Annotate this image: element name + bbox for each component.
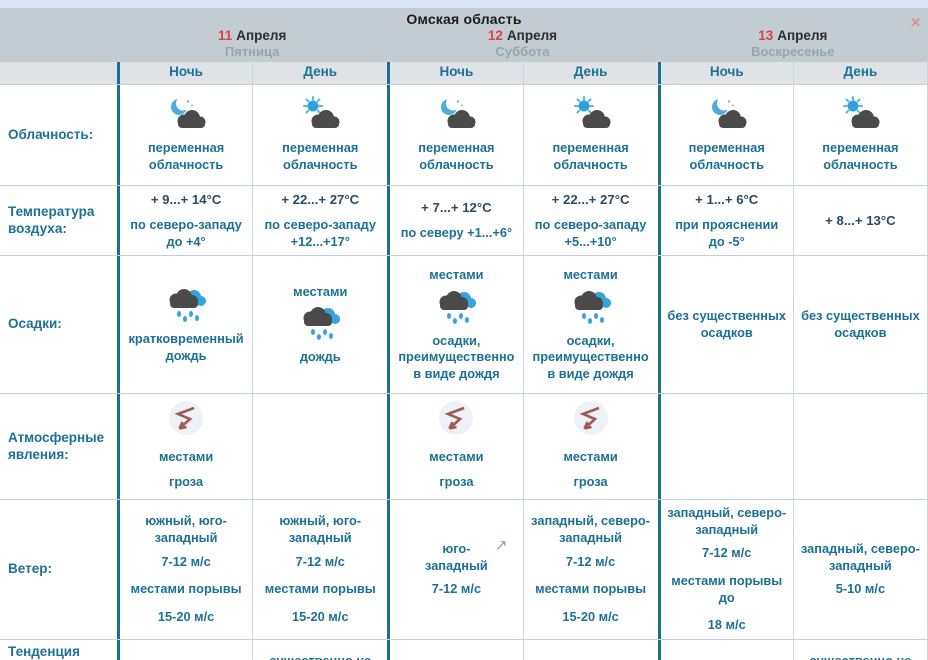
weekday-label: Пятница bbox=[224, 44, 280, 59]
table-row-temperature: Температура воздуха: + 9...+ 14°C по сев… bbox=[0, 185, 928, 256]
date-number: 11 bbox=[217, 28, 233, 43]
page-title: Омская область bbox=[406, 11, 522, 27]
date-group-saturday: 12 Апреля Суббота bbox=[387, 28, 657, 59]
weekday-label: Суббота bbox=[495, 44, 550, 59]
colhead-day-2: День bbox=[522, 62, 658, 84]
date-month: Апреля bbox=[777, 28, 828, 43]
rain-cloud-icon bbox=[433, 287, 479, 327]
precipitation-cell: местами осадки, преимущественно в виде д… bbox=[522, 256, 658, 394]
wind-direction-arrow-icon: ↗ bbox=[494, 537, 508, 555]
row-label-cloudiness: Облачность: bbox=[8, 126, 94, 142]
cloudiness-cell: переменная облачность bbox=[252, 85, 387, 185]
colhead-day-1: День bbox=[252, 62, 387, 84]
table-row-precipitation: Осадки: кратковременный дождь местами до… bbox=[0, 255, 928, 394]
date-number: 12 bbox=[487, 28, 503, 43]
row-label-pressure: Тенденция атмосферного давления: bbox=[8, 643, 80, 659]
phenomena-cell bbox=[657, 394, 793, 500]
wind-cell: южный, юго-западный 7-12 м/с местами пор… bbox=[252, 500, 387, 639]
cloudiness-cell: переменная облачность bbox=[792, 85, 928, 185]
precipitation-cell: без существенных осадков bbox=[792, 256, 928, 394]
window-header: Омская область ✕ 11 Апреля Пятница 12 Апре… bbox=[0, 8, 928, 62]
sun-cloud-icon bbox=[298, 96, 342, 130]
date-month: Апреля bbox=[506, 28, 558, 43]
moon-cloud-icon bbox=[164, 96, 208, 130]
colhead-spacer bbox=[0, 62, 117, 84]
date-month: Апреля bbox=[236, 28, 287, 43]
pressure-cell: будет падать bbox=[522, 639, 658, 660]
rain-cloud-icon bbox=[163, 285, 209, 325]
temperature-cell: + 1...+ 6°C при прояснении до -5° bbox=[657, 186, 793, 256]
thunderstorm-icon bbox=[437, 399, 475, 437]
date-number: 13 bbox=[758, 28, 774, 43]
column-header-row: Ночь День Ночь День Ночь День bbox=[0, 62, 928, 84]
precipitation-cell: без существенных осадков bbox=[657, 256, 793, 394]
temperature-cell: + 22...+ 27°C по северо-западу +5...+10° bbox=[522, 186, 658, 256]
phenomena-cell bbox=[792, 394, 928, 500]
pressure-cell: существенно не изменится bbox=[792, 639, 928, 660]
rain-cloud-icon bbox=[297, 303, 343, 343]
colhead-day-3: День bbox=[792, 62, 928, 84]
cloudiness-cell: переменная облачность bbox=[657, 85, 793, 185]
pressure-cell: будет падать bbox=[117, 639, 252, 660]
date-spacer bbox=[0, 28, 117, 59]
colhead-night-1: Ночь bbox=[117, 62, 252, 84]
pressure-cell: существенно не изменится bbox=[252, 639, 387, 660]
wind-cell: западный, северо-западный 7-12 м/с места… bbox=[657, 500, 793, 639]
phenomena-cell: местами гроза bbox=[117, 394, 252, 500]
phenomena-cell: местами гроза bbox=[387, 394, 522, 500]
wind-cell: южный, юго-западный 7-12 м/с местами пор… bbox=[117, 500, 252, 639]
thunderstorm-icon bbox=[167, 399, 205, 437]
temperature-cell: + 9...+ 14°C по северо-западу до +4° bbox=[117, 186, 252, 256]
phenomena-cell: местами гроза bbox=[522, 394, 658, 500]
wind-cell: юго-западный 7-12 м/с ↗ bbox=[387, 500, 522, 639]
wind-cell: западный, северо-западный 5-10 м/с bbox=[792, 500, 928, 639]
table-row-pressure: Тенденция атмосферного давления: будет п… bbox=[0, 638, 928, 660]
date-group-friday: 11 Апреля Пятница bbox=[117, 28, 387, 59]
pressure-cell: будет падать bbox=[387, 639, 522, 660]
row-label-wind: Ветер: bbox=[8, 560, 52, 576]
sun-cloud-icon bbox=[838, 96, 882, 130]
pressure-cell: будет падать bbox=[657, 639, 793, 660]
sun-cloud-icon bbox=[569, 96, 613, 130]
wind-cell: западный, северо-западный 7-12 м/с места… bbox=[522, 500, 658, 639]
temperature-cell: + 22...+ 27°C по северо-западу +12...+17… bbox=[252, 186, 387, 256]
thunderstorm-icon bbox=[572, 399, 610, 437]
colhead-night-3: Ночь bbox=[657, 62, 793, 84]
cloudiness-cell: переменная облачность bbox=[387, 85, 522, 185]
date-group-sunday: 13 Апреля Воскресенье bbox=[658, 28, 928, 59]
phenomena-cell bbox=[252, 394, 387, 500]
temperature-cell: + 8...+ 13°C bbox=[792, 186, 928, 256]
precipitation-cell: кратковременный дождь bbox=[117, 256, 252, 394]
cloudiness-cell: переменная облачность bbox=[522, 85, 658, 185]
row-label-phenomena: Атмосферные явления: bbox=[8, 429, 105, 462]
precipitation-cell: местами осадки, преимущественно в виде д… bbox=[387, 256, 522, 394]
date-header-row: 11 Апреля Пятница 12 Апреля Суббота 13 Апре… bbox=[0, 28, 928, 59]
top-strip bbox=[0, 0, 928, 8]
moon-cloud-icon bbox=[705, 96, 749, 130]
table-row-wind: Ветер: южный, юго-западный 7-12 м/с мест… bbox=[0, 499, 928, 639]
table-row-cloudiness: Облачность: переменная облачность переме… bbox=[0, 84, 928, 185]
weekday-label: Воскресенье bbox=[751, 44, 835, 59]
cloudiness-cell: переменная облачность bbox=[117, 85, 252, 185]
precipitation-cell: местами дождь bbox=[252, 256, 387, 394]
row-label-precipitation: Осадки: bbox=[8, 316, 62, 332]
close-icon[interactable]: ✕ bbox=[910, 15, 921, 30]
moon-cloud-icon bbox=[434, 96, 478, 130]
row-label-temperature: Температура воздуха: bbox=[8, 203, 95, 236]
rain-cloud-icon bbox=[568, 287, 614, 327]
colhead-night-2: Ночь bbox=[387, 62, 522, 84]
temperature-cell: + 7...+ 12°C по северу +1...+6° bbox=[387, 186, 522, 256]
table-row-phenomena: Атмосферные явления: местами гроза места… bbox=[0, 393, 928, 500]
